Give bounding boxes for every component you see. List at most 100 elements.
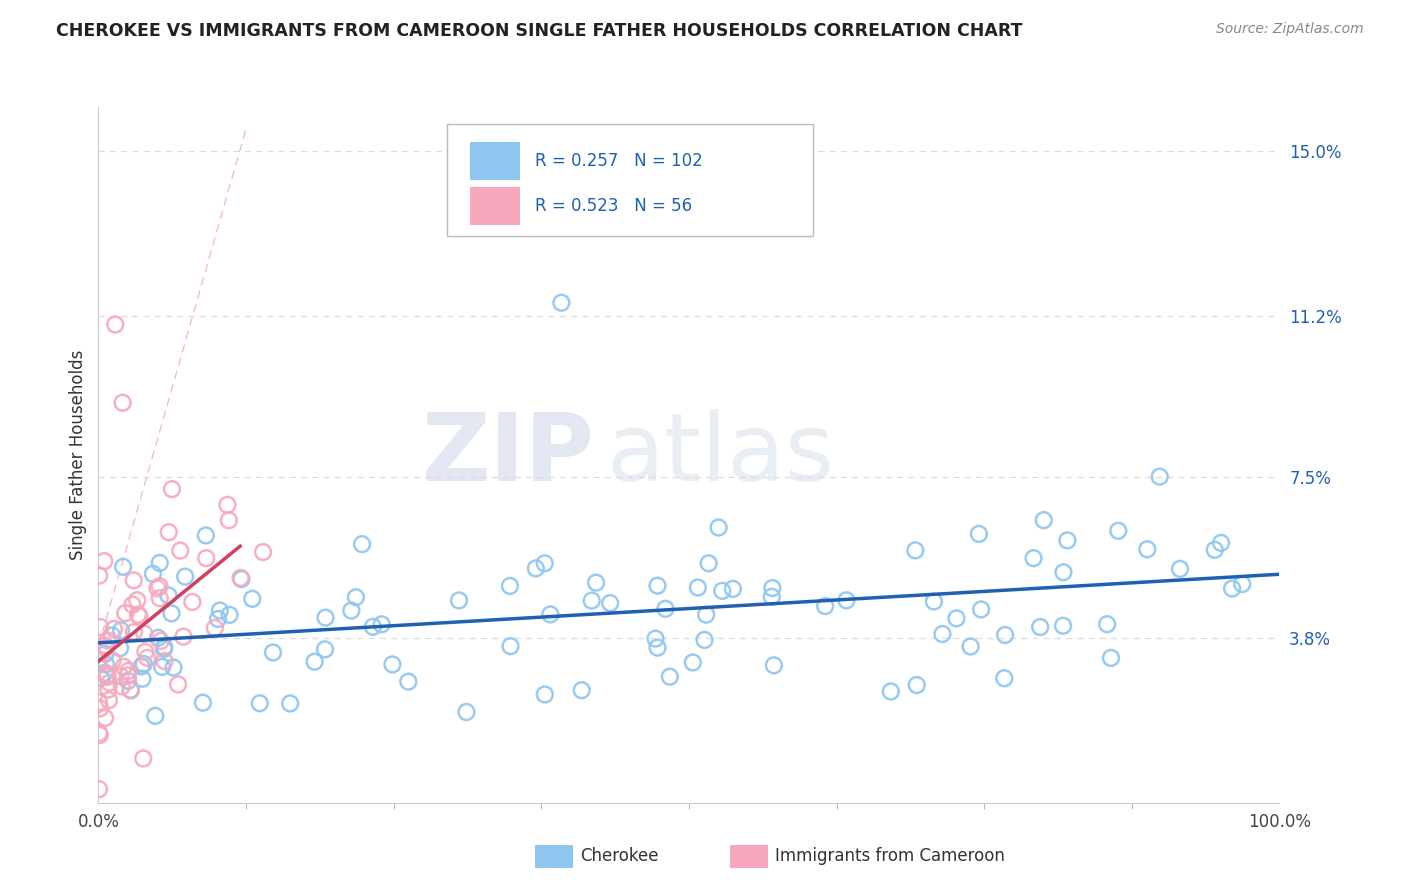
Text: CHEROKEE VS IMMIGRANTS FROM CAMEROON SINGLE FATHER HOUSEHOLDS CORRELATION CHART: CHEROKEE VS IMMIGRANTS FROM CAMEROON SIN…: [56, 22, 1022, 40]
Point: [191, 696, 214, 710]
Point: [278, 697, 301, 711]
Point: [1204, 542, 1226, 557]
Point: [835, 593, 858, 607]
Point: [98, 675, 121, 690]
Point: [571, 683, 593, 698]
Point: [143, 709, 166, 723]
Text: ZIP: ZIP: [422, 409, 595, 501]
Point: [1136, 542, 1159, 557]
Point: [97, 693, 120, 707]
Point: [959, 640, 981, 654]
Point: [581, 593, 603, 607]
Point: [499, 579, 522, 593]
Point: [89, 728, 111, 742]
Point: [1168, 562, 1191, 576]
Point: [167, 677, 190, 691]
Point: [905, 678, 928, 692]
Point: [142, 566, 165, 581]
Point: [208, 603, 231, 617]
Point: [711, 583, 734, 598]
Point: [970, 602, 993, 616]
Point: [686, 581, 709, 595]
Point: [96, 668, 118, 682]
Point: [111, 396, 134, 410]
Point: [761, 581, 783, 595]
Point: [599, 596, 621, 610]
Point: [146, 631, 169, 645]
Point: [195, 551, 218, 566]
Point: [153, 640, 176, 654]
Point: [118, 664, 141, 678]
Point: [350, 537, 373, 551]
Point: [218, 513, 240, 527]
Point: [149, 634, 172, 648]
Point: [148, 579, 170, 593]
Point: [89, 620, 111, 634]
Point: [131, 672, 153, 686]
Point: [922, 594, 945, 608]
Point: [134, 627, 156, 641]
Point: [381, 657, 404, 672]
Point: [174, 569, 197, 583]
FancyBboxPatch shape: [730, 846, 768, 868]
Point: [249, 696, 271, 710]
Text: R = 0.257   N = 102: R = 0.257 N = 102: [536, 152, 703, 169]
Point: [252, 545, 274, 559]
Point: [1107, 524, 1129, 538]
Text: Source: ZipAtlas.com: Source: ZipAtlas.com: [1216, 22, 1364, 37]
Point: [87, 695, 110, 709]
Point: [1099, 651, 1122, 665]
Point: [128, 609, 150, 624]
Point: [524, 561, 547, 575]
Point: [204, 621, 226, 635]
Point: [112, 659, 135, 673]
Point: [94, 711, 117, 725]
Point: [150, 660, 173, 674]
Point: [340, 604, 363, 618]
FancyBboxPatch shape: [447, 124, 813, 235]
Point: [94, 657, 117, 672]
Point: [217, 498, 239, 512]
Point: [149, 556, 172, 570]
Point: [762, 658, 785, 673]
Point: [94, 639, 117, 653]
Point: [344, 591, 367, 605]
Point: [533, 688, 555, 702]
Point: [160, 607, 183, 621]
Point: [1029, 620, 1052, 634]
Y-axis label: Single Father Households: Single Father Households: [69, 350, 87, 560]
Point: [120, 683, 142, 698]
Point: [207, 612, 229, 626]
Point: [96, 670, 118, 684]
Point: [122, 574, 145, 588]
Point: [931, 627, 953, 641]
Point: [108, 641, 131, 656]
FancyBboxPatch shape: [536, 846, 574, 868]
Point: [121, 598, 143, 612]
Point: [87, 782, 110, 797]
Point: [447, 593, 470, 607]
Point: [538, 607, 561, 622]
Point: [136, 650, 159, 665]
Point: [160, 482, 183, 496]
Point: [682, 656, 704, 670]
Point: [1052, 566, 1074, 580]
Point: [153, 642, 176, 657]
Point: [110, 669, 132, 683]
Point: [314, 642, 336, 657]
Point: [262, 645, 284, 659]
Point: [1052, 619, 1074, 633]
Point: [647, 640, 669, 655]
Point: [550, 295, 572, 310]
Point: [101, 628, 124, 642]
Point: [162, 660, 184, 674]
Point: [194, 528, 217, 542]
Point: [396, 674, 419, 689]
Point: [89, 701, 111, 715]
Point: [370, 617, 392, 632]
Point: [172, 630, 194, 644]
Point: [218, 607, 240, 622]
Point: [533, 557, 555, 571]
Point: [93, 554, 115, 568]
Point: [945, 611, 967, 625]
